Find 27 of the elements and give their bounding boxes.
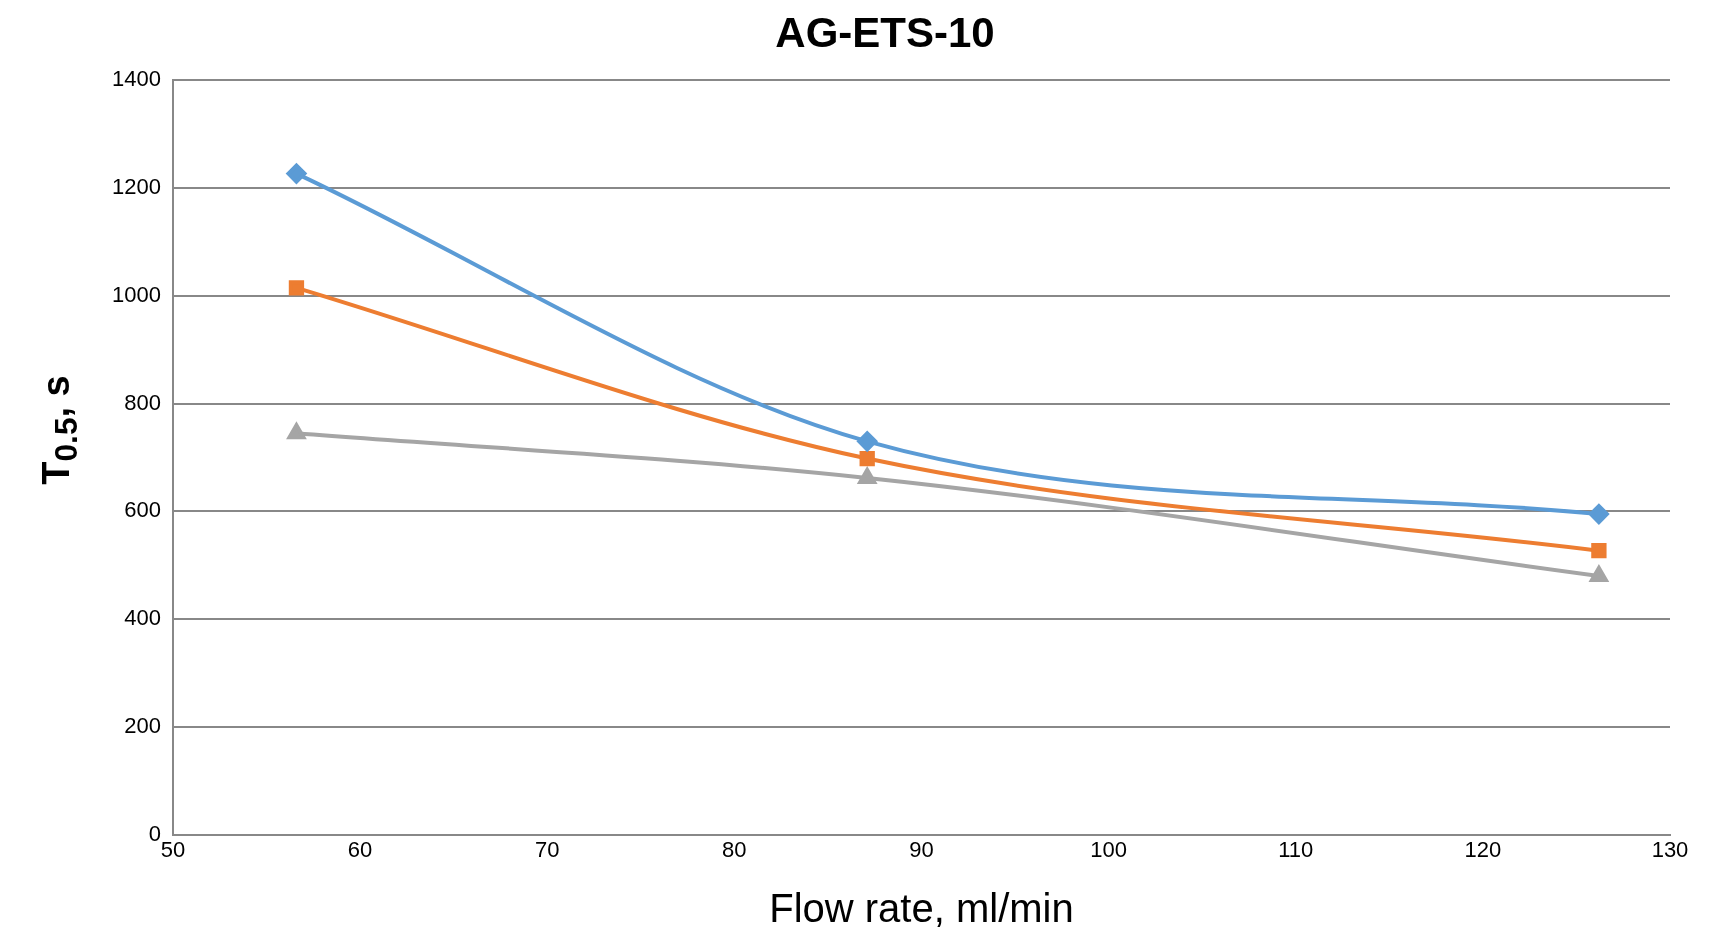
point	[857, 431, 878, 452]
x-tick-label: 110	[1278, 836, 1314, 862]
x-tick-label: 130	[1651, 836, 1689, 862]
x-tick-label: 70	[534, 836, 560, 862]
x-tick-label: 120	[1464, 836, 1502, 862]
point	[859, 450, 875, 467]
y-tick-label: 1000	[111, 281, 161, 307]
chart-title: AG-ETS-10	[775, 8, 995, 56]
y-tick-label: 800	[124, 389, 161, 415]
x-tick-label: 50	[160, 836, 186, 862]
y-tick-label: 200	[124, 712, 161, 738]
x-tick-label: 80	[722, 836, 747, 862]
y-tick-label: 0	[148, 820, 161, 846]
point	[287, 423, 306, 440]
y-tick-label: 1200	[111, 174, 161, 200]
point	[1589, 566, 1608, 583]
point	[1591, 543, 1607, 559]
y-tick-label: 400	[124, 605, 161, 631]
x-axis-title: Flow rate, ml/min	[769, 886, 1074, 931]
y-tick-label: 1400	[111, 66, 161, 92]
y-tick-label: 600	[124, 497, 161, 523]
x-tick-label: 100	[1090, 836, 1127, 862]
point	[288, 280, 305, 296]
x-tick-label: 90	[909, 836, 934, 862]
x-tick-label: 60	[347, 836, 373, 862]
point	[1588, 504, 1609, 525]
point	[286, 163, 307, 184]
